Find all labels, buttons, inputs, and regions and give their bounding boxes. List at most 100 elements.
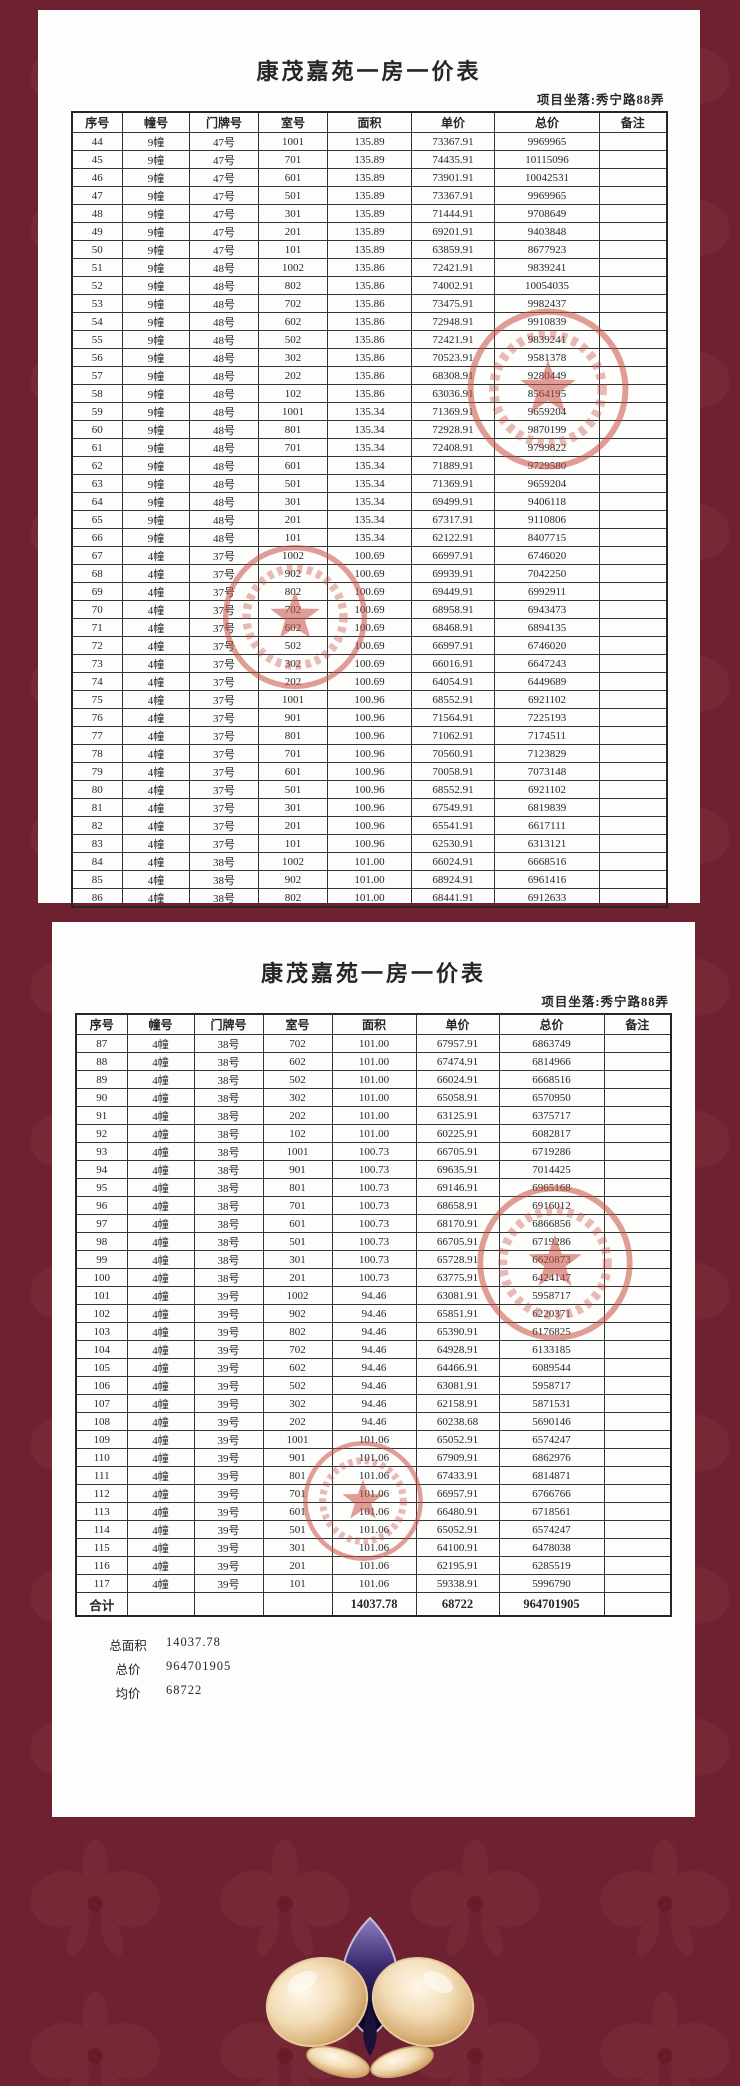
cell-building: 4幢 (126, 1304, 195, 1323)
cell-door-number: 37号 (189, 762, 259, 781)
cell-area: 135.34 (327, 438, 412, 457)
table-row: 73 4幢 37号 302 100.69 66016.91 6647243 (71, 654, 667, 673)
cell-door-number: 47号 (189, 204, 259, 223)
cell-note (599, 564, 667, 583)
cell-room-number: 201 (262, 1268, 333, 1287)
cell-area: 135.34 (327, 528, 412, 547)
cell-room-number: 901 (258, 708, 328, 727)
cell-total-price: 6718561 (498, 1502, 605, 1521)
cell-total-price: 6863749 (498, 1034, 605, 1053)
cell-door-number: 39号 (193, 1304, 264, 1323)
cell-area: 101.00 (331, 1088, 417, 1107)
column-header: 室号 (262, 1013, 333, 1035)
cell-note (603, 1376, 672, 1395)
summary-label: 均价 (115, 1687, 141, 1701)
cell-room-number: 201 (258, 510, 328, 529)
cell-serial: 57 (71, 366, 123, 385)
cell-serial: 65 (71, 510, 123, 529)
cell-area: 101.06 (331, 1502, 417, 1521)
cell-room-number: 801 (258, 726, 328, 745)
table-row: 101 4幢 39号 1002 94.46 63081.91 5958717 (75, 1286, 672, 1305)
table-row: 110 4幢 39号 901 101.06 67909.91 6862976 (75, 1448, 672, 1467)
cell-area: 100.73 (331, 1250, 417, 1269)
table-row: 71 4幢 37号 602 100.69 68468.91 6894135 (71, 618, 667, 637)
cell-unit-price: 68958.91 (411, 600, 495, 619)
cell-area: 94.46 (331, 1376, 417, 1395)
cell-building: 9幢 (122, 168, 190, 187)
cell-unit-price: 69449.91 (411, 582, 495, 601)
table-row: 62 9幢 48号 601 135.34 71889.91 9729580 (71, 456, 667, 475)
cell-note (603, 1088, 672, 1107)
cell-note (603, 1538, 672, 1557)
cell-note (599, 528, 667, 547)
cell-total-price: 9406118 (494, 492, 600, 511)
cell-unit-price: 67909.91 (415, 1448, 500, 1467)
cell-total-price: 9910839 (494, 312, 600, 331)
cell-unit-price: 69146.91 (415, 1178, 500, 1197)
cell-total-price: 6176825 (498, 1322, 605, 1341)
cell-serial: 94 (75, 1160, 128, 1179)
cell-door-number: 39号 (193, 1430, 264, 1449)
cell-serial: 71 (71, 618, 123, 637)
cell-area: 94.46 (331, 1394, 417, 1413)
total-total-price: 964701905 (498, 1592, 605, 1617)
cell-room-number: 802 (258, 888, 328, 908)
table-row: 92 4幢 38号 102 101.00 60225.91 6082817 (75, 1124, 672, 1143)
cell-unit-price: 74002.91 (411, 276, 495, 295)
cell-unit-price: 66957.91 (415, 1484, 500, 1503)
cell-building: 4幢 (126, 1340, 195, 1359)
cell-serial: 109 (75, 1430, 128, 1449)
cell-door-number: 48号 (189, 384, 259, 403)
cell-room-number: 301 (258, 492, 328, 511)
cell-door-number: 39号 (193, 1556, 264, 1575)
cell-area: 135.89 (327, 186, 412, 205)
cell-door-number: 38号 (193, 1106, 264, 1125)
cell-room-number: 301 (262, 1250, 333, 1269)
cell-note (599, 600, 667, 619)
column-header: 总价 (494, 111, 600, 133)
cell-building: 4幢 (126, 1268, 195, 1287)
table-row: 107 4幢 39号 302 94.46 62158.91 5871531 (75, 1394, 672, 1413)
cell-unit-price: 66997.91 (411, 546, 495, 565)
cell-area: 135.86 (327, 294, 412, 313)
cell-total-price: 9659204 (494, 402, 600, 421)
cell-total-price: 6620873 (498, 1250, 605, 1269)
cell-area: 100.69 (327, 672, 412, 691)
column-header: 门牌号 (189, 111, 259, 133)
table-row: 46 9幢 47号 601 135.89 73901.91 10042531 (71, 168, 667, 187)
cell-door-number: 48号 (189, 348, 259, 367)
cell-room-number: 602 (258, 618, 328, 637)
cell-note (599, 762, 667, 781)
cell-serial: 98 (75, 1232, 128, 1251)
cell-serial: 62 (71, 456, 123, 475)
cell-note (603, 1484, 672, 1503)
cell-room-number: 1001 (258, 132, 328, 151)
cell-area: 135.86 (327, 348, 412, 367)
table-row: 80 4幢 37号 501 100.96 68552.91 6921102 (71, 780, 667, 799)
cell-total-price: 9280449 (494, 366, 600, 385)
cell-building: 4幢 (126, 1070, 195, 1089)
cell-serial: 45 (71, 150, 123, 169)
cell-total-price: 9708649 (494, 204, 600, 223)
column-header: 备注 (599, 111, 667, 133)
table-row: 95 4幢 38号 801 100.73 69146.91 6965168 (75, 1178, 672, 1197)
cell-room-number: 601 (262, 1502, 333, 1521)
cell-room-number: 901 (262, 1448, 333, 1467)
cell-total-price: 6921102 (494, 690, 600, 709)
cell-unit-price: 73475.91 (411, 294, 495, 313)
cell-building: 9幢 (122, 474, 190, 493)
cell-unit-price: 66705.91 (415, 1232, 500, 1251)
cell-door-number: 39号 (193, 1448, 264, 1467)
table-row: 68 4幢 37号 902 100.69 69939.91 7042250 (71, 564, 667, 583)
cell-note (599, 420, 667, 439)
cell-note (599, 384, 667, 403)
cell-total-price: 6719286 (498, 1232, 605, 1251)
cell-area: 135.86 (327, 330, 412, 349)
cell-area: 135.86 (327, 366, 412, 385)
cell-unit-price: 69201.91 (411, 222, 495, 241)
cell-serial: 59 (71, 402, 123, 421)
total-area: 14037.78 (331, 1592, 417, 1617)
cell-room-number: 802 (258, 276, 328, 295)
cell-area: 101.00 (331, 1034, 417, 1053)
